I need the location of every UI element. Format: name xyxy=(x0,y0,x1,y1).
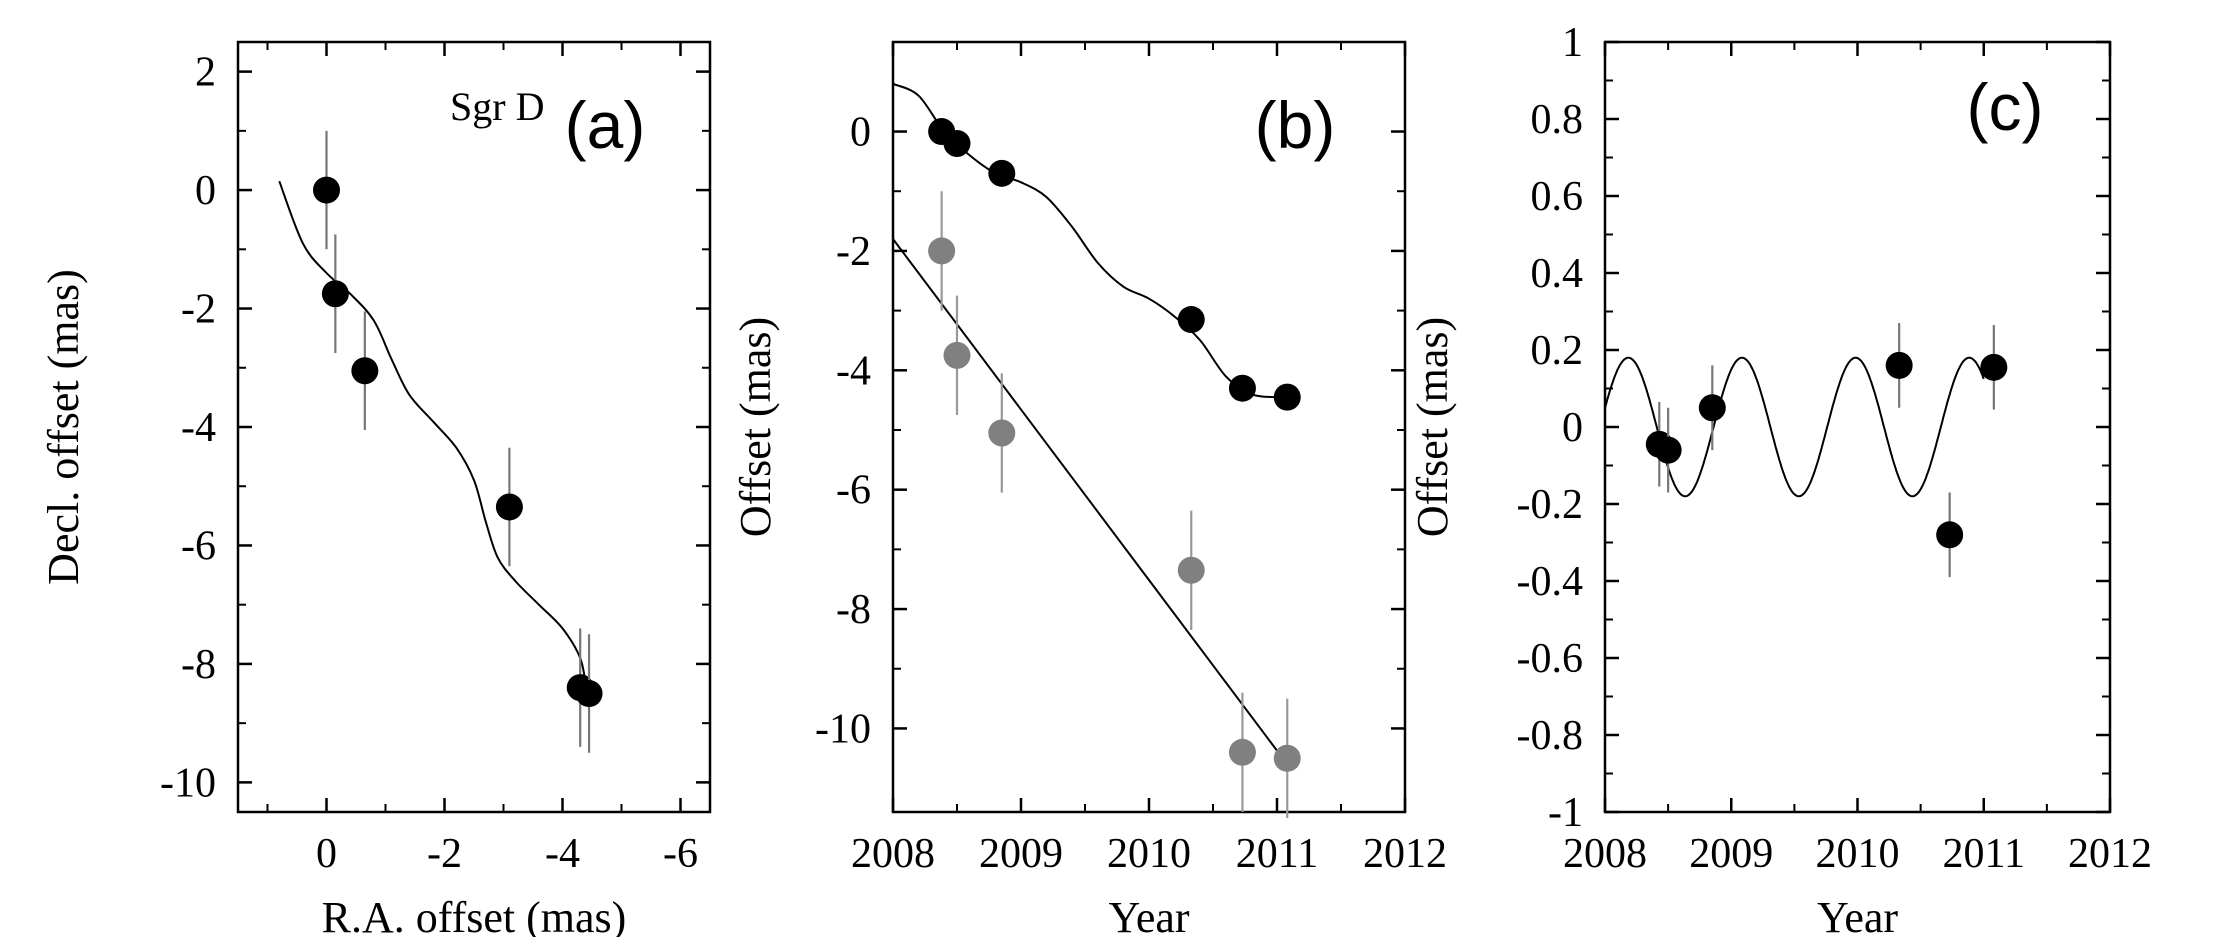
data-point xyxy=(575,680,603,708)
panel-label: (c) xyxy=(1967,70,2044,144)
x-axis-title: Year xyxy=(1817,893,1898,937)
y-tick-label: -2 xyxy=(181,287,216,333)
x-axis-title: R.A. offset (mas) xyxy=(322,893,627,937)
data-point xyxy=(943,129,971,157)
y-axis-title: Offset (mas) xyxy=(731,317,780,537)
y-tick-label: -10 xyxy=(815,706,871,752)
data-point xyxy=(1654,436,1682,464)
data-point xyxy=(1177,306,1205,334)
model-line-dec xyxy=(892,238,1288,765)
y-tick-label: 0 xyxy=(850,110,871,156)
y-tick-label: 0.8 xyxy=(1531,97,1584,143)
panel-c: 2008 2009 2010 2011 2012 1 0.8 0.6 0.4 0.2 0 -0.2 -0… xyxy=(1408,20,2152,937)
y-tick-label: 0 xyxy=(195,168,216,214)
y-tick-label: -0.4 xyxy=(1517,559,1584,605)
x-tick-label: 0 xyxy=(316,831,337,877)
y-tick-label: -0.6 xyxy=(1517,636,1584,682)
y-tick-label: -1 xyxy=(1548,790,1583,836)
data-point xyxy=(1980,353,2008,381)
y-tick-label: 0 xyxy=(1562,405,1583,451)
y-tick-label: 0.2 xyxy=(1531,328,1584,374)
plot-frame xyxy=(1603,40,2112,814)
x-tick-label: -4 xyxy=(545,831,580,877)
y-axis-title: Offset (mas) xyxy=(1408,317,1457,537)
data-point xyxy=(351,357,379,385)
y-tick-label: -10 xyxy=(160,760,216,806)
data-point xyxy=(321,280,349,308)
y-tick-label: 0.4 xyxy=(1531,251,1584,297)
data-point xyxy=(1273,744,1301,772)
panel-label: (a) xyxy=(565,88,646,162)
panel-label: (b) xyxy=(1255,88,1336,162)
x-tick-label: 2011 xyxy=(1236,831,1318,877)
x-tick-label: 2010 xyxy=(1107,831,1191,877)
x-tick-label: 2009 xyxy=(1689,831,1773,877)
y-tick-label: 0.6 xyxy=(1531,174,1584,220)
parallax-curve xyxy=(1604,356,1985,498)
data-point xyxy=(1936,521,1964,549)
y-tick-label: -4 xyxy=(181,405,216,451)
panel-b: 2008 2009 2010 2011 2012 0 -2 -4 -6 -8 -10 Year Offs… xyxy=(731,40,1447,937)
y-tick-label: -4 xyxy=(836,348,871,394)
y-tick-label: -6 xyxy=(181,523,216,569)
y-tick-label: -0.8 xyxy=(1517,713,1584,759)
data-point xyxy=(1885,351,1913,379)
x-tick-label: 2012 xyxy=(1363,831,1447,877)
panel-a: 0 -2 -4 -6 2 0 -2 -4 -6 -8 -10 R.A. offset (mas) Dec… xyxy=(39,40,712,937)
y-tick-label: -0.2 xyxy=(1517,482,1584,528)
x-tick-label: 2008 xyxy=(851,831,935,877)
x-tick-label: 2008 xyxy=(1563,831,1647,877)
y-tick-label: 2 xyxy=(195,50,216,96)
data-point xyxy=(313,176,340,204)
x-tick-label: -6 xyxy=(663,831,698,877)
data-point xyxy=(988,419,1016,447)
x-tick-label: 2010 xyxy=(1816,831,1900,877)
x-tick-label: -2 xyxy=(427,831,462,877)
y-tick-label: -6 xyxy=(836,468,871,514)
data-point xyxy=(943,341,971,369)
data-point xyxy=(495,493,523,521)
data-point xyxy=(988,159,1016,187)
annotation-label: Sgr D xyxy=(450,84,544,129)
x-axis-title: Year xyxy=(1108,893,1189,937)
x-tick-label: 2012 xyxy=(2068,831,2152,877)
data-point xyxy=(1698,394,1726,422)
data-point xyxy=(1228,374,1256,402)
y-tick-label: -8 xyxy=(836,587,871,633)
data-point xyxy=(928,237,956,265)
y-axis-title: Decl. offset (mas) xyxy=(39,269,88,585)
y-tick-label: 1 xyxy=(1562,20,1583,66)
data-point xyxy=(1177,556,1205,584)
x-tick-label: 2011 xyxy=(1943,831,2025,877)
y-tick-label: -2 xyxy=(836,229,871,275)
data-point xyxy=(1273,383,1301,411)
model-curve xyxy=(278,180,588,688)
y-tick-label: -8 xyxy=(181,642,216,688)
x-tick-label: 2009 xyxy=(979,831,1063,877)
data-point xyxy=(1228,738,1256,766)
